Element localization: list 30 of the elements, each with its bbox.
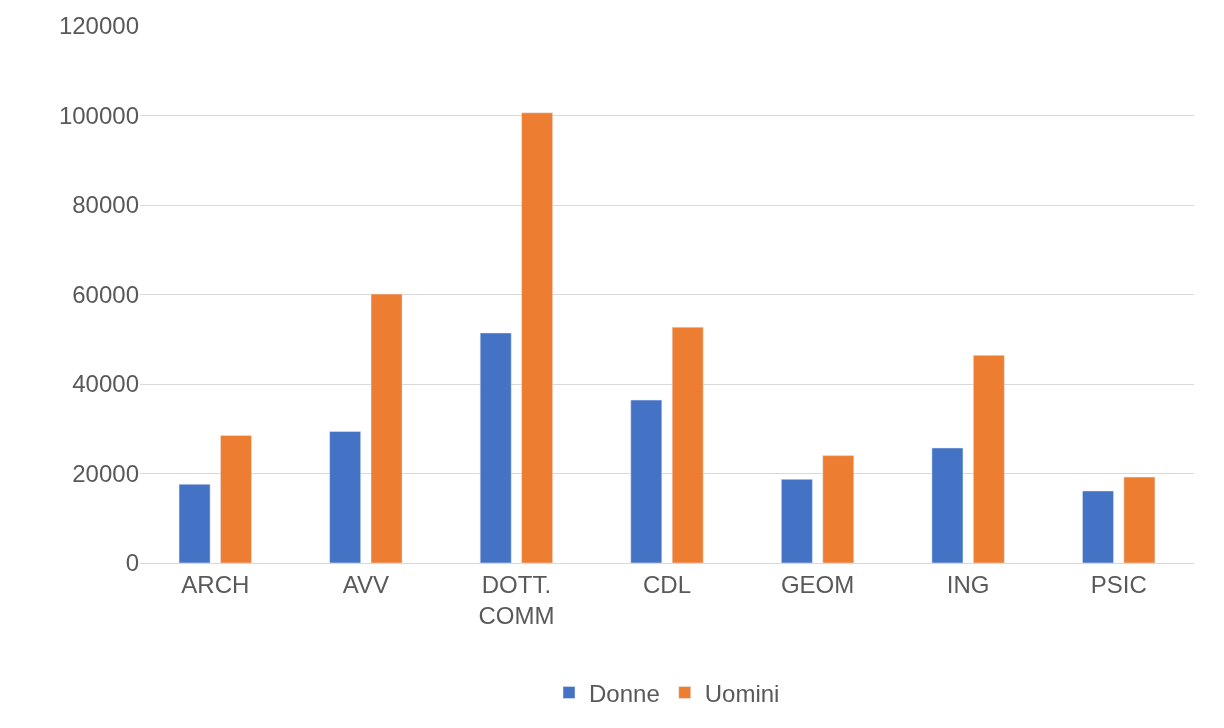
bar — [781, 479, 813, 563]
y-tick-label: 0 — [125, 549, 139, 577]
x-tick-label: AVV — [342, 570, 389, 598]
x-tick-label: DOTT. COMM — [478, 570, 555, 629]
x-tick-label: ING — [946, 570, 990, 598]
x-tick-label: GEOM — [780, 570, 855, 598]
bar — [1123, 476, 1156, 563]
x-tick-label: ARCH — [181, 570, 250, 598]
bar — [630, 399, 663, 563]
legend-label: Donne — [589, 679, 660, 707]
x-tick-label: PSIC — [1090, 570, 1147, 598]
y-tick-label: 20000 — [72, 459, 139, 487]
bar — [822, 455, 855, 563]
y-tick-label: 120000 — [58, 12, 139, 40]
y-tick-label: 60000 — [72, 280, 139, 308]
y-tick-label: 40000 — [72, 370, 139, 398]
bar — [479, 332, 512, 563]
y-tick-label: 100000 — [58, 101, 139, 129]
x-tick-label: CDL — [642, 570, 692, 598]
y-tick-label: 80000 — [72, 191, 139, 219]
bar — [671, 326, 704, 563]
bar — [220, 435, 252, 563]
bar — [931, 447, 964, 563]
bar — [329, 431, 361, 563]
legend-label: Uomini — [704, 679, 780, 707]
bar — [178, 483, 211, 563]
bar — [1082, 490, 1114, 563]
bar — [973, 355, 1005, 563]
bar — [521, 112, 553, 563]
bar — [370, 293, 403, 563]
